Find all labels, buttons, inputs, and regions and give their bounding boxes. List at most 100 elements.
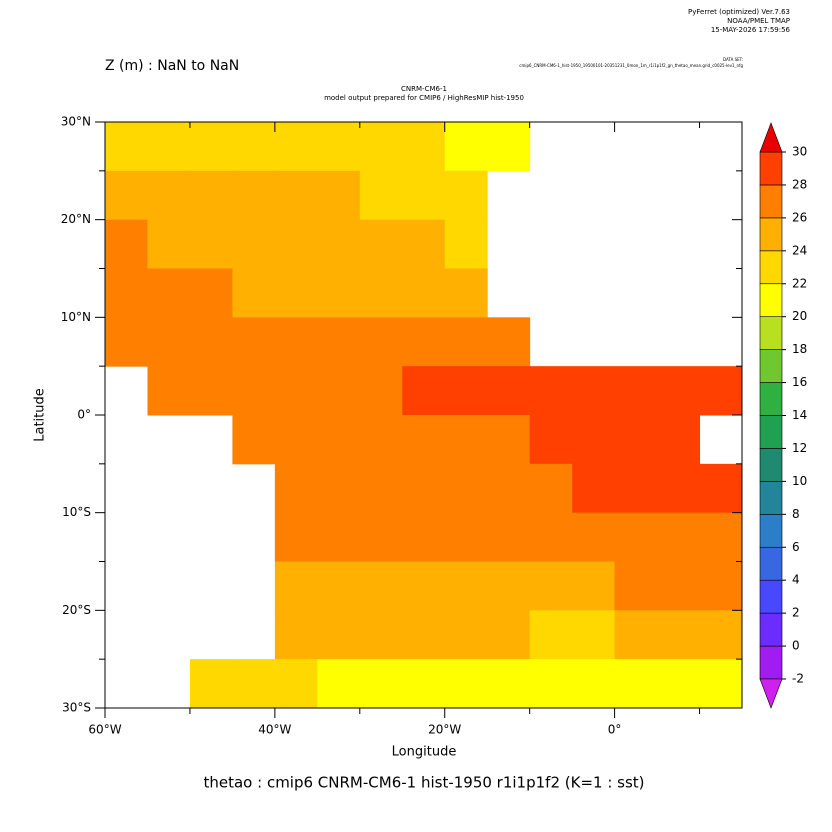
cell	[317, 415, 361, 465]
colorbar-band	[759, 448, 783, 482]
cell	[274, 463, 318, 514]
y-axis-label: Latitude	[33, 388, 48, 442]
cell	[105, 170, 148, 221]
cell	[274, 415, 318, 465]
cell	[232, 317, 276, 367]
colorbar-label: 2	[792, 606, 800, 620]
cell	[359, 415, 403, 465]
cell	[359, 122, 403, 172]
cell	[487, 561, 531, 611]
x-axis-label: Longitude	[392, 745, 457, 760]
colorbar-band	[759, 382, 783, 416]
colorbar-band	[759, 283, 783, 317]
cell	[359, 610, 403, 660]
cell	[444, 170, 488, 221]
cell	[317, 170, 361, 221]
cell	[529, 415, 573, 465]
cell	[189, 317, 233, 367]
cell	[189, 122, 233, 172]
cell	[699, 561, 743, 611]
colorbar-label: 28	[792, 177, 807, 191]
cell	[402, 170, 446, 221]
cell	[614, 463, 658, 514]
colorbar-band	[759, 250, 783, 285]
colorbar-over	[759, 122, 783, 153]
cell	[359, 219, 403, 269]
cell	[274, 317, 318, 367]
cell	[487, 610, 531, 660]
cell	[189, 170, 233, 221]
colorbar-band	[759, 151, 783, 186]
colorbar-under	[759, 678, 783, 709]
cell	[572, 561, 616, 611]
cell	[402, 610, 446, 660]
cell	[359, 366, 403, 416]
cell	[487, 366, 531, 416]
cell	[317, 122, 361, 172]
colorbar-band	[759, 349, 783, 383]
cell	[402, 122, 446, 172]
cell	[317, 561, 361, 611]
cell	[147, 317, 191, 367]
cell	[402, 561, 446, 611]
colorbar-label: 22	[792, 276, 807, 290]
cell	[147, 366, 191, 416]
cell	[572, 366, 616, 416]
cell	[444, 463, 488, 514]
caption: thetao : cmip6 CNRM-CM6-1 hist-1950 r1i1…	[203, 774, 644, 792]
colorbar-band	[759, 217, 783, 252]
cell	[444, 122, 488, 172]
cell	[402, 366, 446, 416]
cell	[444, 512, 488, 562]
dataset: cmip6_CNRM-CM6-1_hist-1950_19500101-2035…	[519, 63, 743, 68]
cell	[232, 366, 276, 416]
cell	[487, 317, 531, 367]
cell	[402, 512, 446, 562]
cell	[359, 659, 403, 709]
cell	[232, 122, 276, 172]
credit: 15-MAY-2026 17:59:56	[711, 26, 791, 34]
cell	[105, 268, 148, 318]
cell	[317, 268, 361, 318]
cell	[232, 219, 276, 269]
colorbar-band	[759, 645, 783, 680]
cell	[657, 561, 701, 611]
y-tick-label: 20°N	[61, 212, 91, 226]
colorbar-label: 26	[792, 210, 807, 224]
colorbar-band	[759, 184, 783, 219]
cell	[572, 659, 616, 709]
cell	[444, 317, 488, 367]
colorbar-label: 10	[792, 474, 807, 488]
colorbar-band	[759, 546, 783, 581]
cell	[614, 561, 658, 611]
colorbar-label: 20	[792, 309, 807, 323]
cell	[359, 170, 403, 221]
colorbar-label: -2	[792, 672, 804, 686]
cell	[189, 366, 233, 416]
cell	[232, 415, 276, 465]
colorbar-label: 16	[792, 375, 807, 389]
cell	[232, 659, 276, 709]
cell	[699, 512, 743, 562]
cell	[444, 561, 488, 611]
cell	[572, 463, 616, 514]
cell	[614, 415, 658, 465]
cell	[274, 219, 318, 269]
cell	[359, 512, 403, 562]
cell	[317, 512, 361, 562]
cell	[529, 463, 573, 514]
colorbar-band	[759, 481, 783, 515]
colorbar-band	[759, 579, 783, 614]
cell	[529, 659, 573, 709]
cell	[614, 659, 658, 709]
cell	[105, 317, 148, 367]
colorbar-label: 30	[792, 145, 807, 159]
cell	[317, 317, 361, 367]
colorbar-label: 4	[792, 573, 800, 587]
cell	[317, 659, 361, 709]
cell	[529, 366, 573, 416]
cell	[317, 366, 361, 416]
cell	[487, 659, 531, 709]
colorbar-label: 14	[792, 408, 807, 422]
cell	[657, 463, 701, 514]
